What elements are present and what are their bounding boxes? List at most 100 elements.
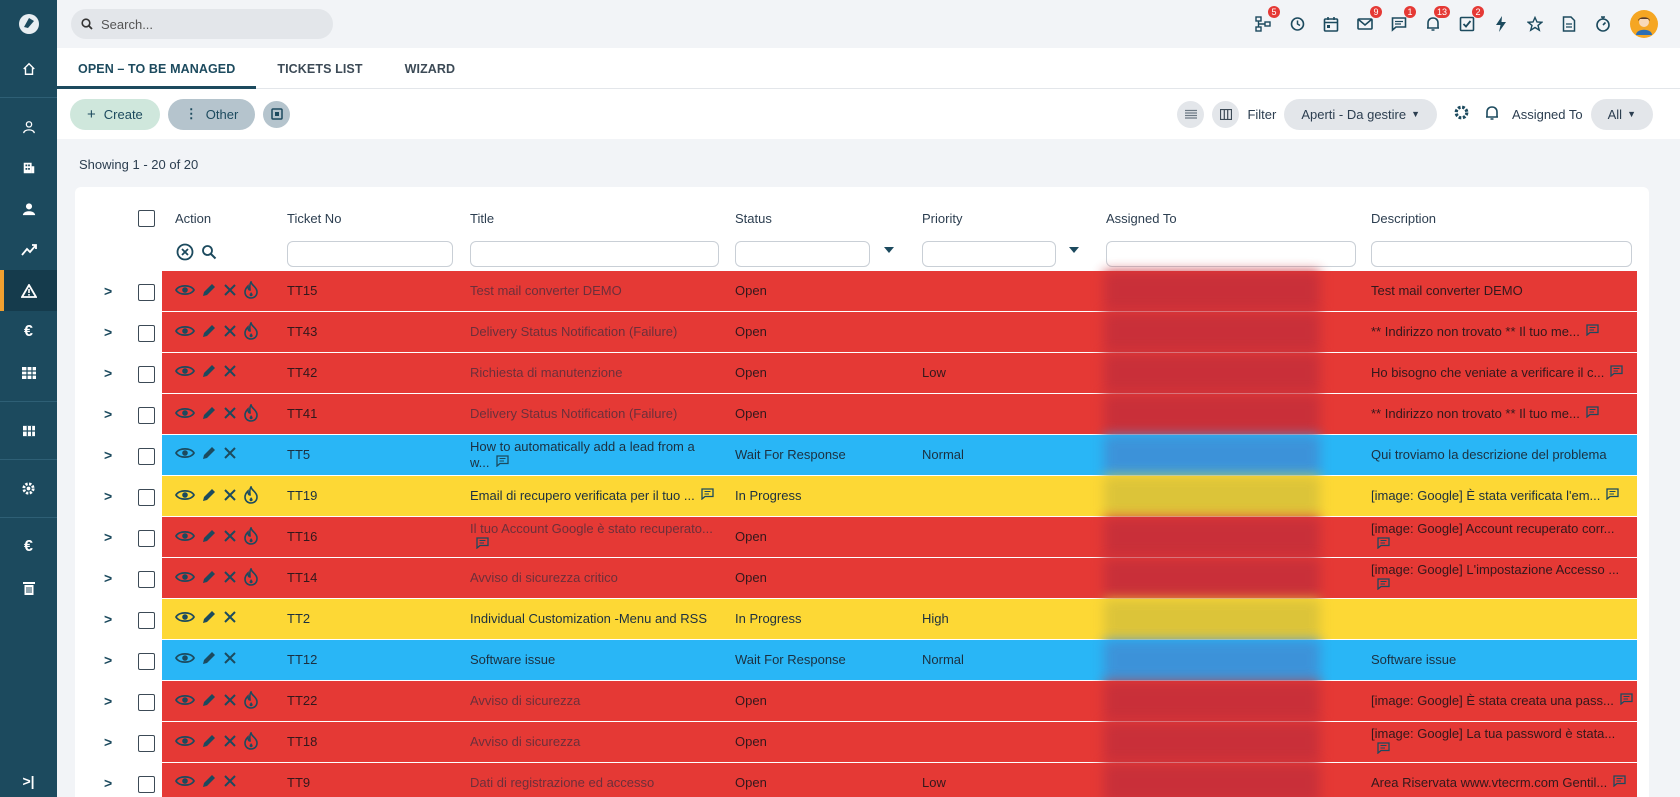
ticket-no-cell[interactable]: TT41 xyxy=(287,394,447,434)
sidebar-expand-button[interactable]: >| xyxy=(0,773,57,789)
calendar-button[interactable] xyxy=(1322,15,1340,33)
table-row[interactable]: > TT2 Individual Customization -Menu and R… xyxy=(75,599,1649,640)
table-row[interactable]: > TT41 Delivery Status Notification (Failu… xyxy=(75,394,1649,435)
column-title[interactable]: Title xyxy=(470,211,495,226)
sidebar-item-potentials[interactable] xyxy=(0,229,57,270)
fire-icon[interactable] xyxy=(243,567,259,591)
search-filter-button[interactable] xyxy=(201,244,217,265)
chevron-right-icon[interactable]: > xyxy=(104,447,113,463)
assigned-to-select[interactable]: All ▼ xyxy=(1590,98,1653,130)
mass-action-button[interactable] xyxy=(263,100,291,128)
sidebar-item-contacts[interactable] xyxy=(0,106,57,147)
ticket-no-cell[interactable]: TT14 xyxy=(287,558,447,598)
sidebar-item-helpdesk[interactable] xyxy=(0,270,57,311)
ticket-no-cell[interactable]: TT2 xyxy=(287,599,447,639)
ticket-no-cell[interactable]: TT15 xyxy=(287,271,447,311)
view-icon[interactable] xyxy=(174,324,196,343)
row-checkbox[interactable] xyxy=(138,448,155,465)
delete-icon[interactable] xyxy=(223,610,237,629)
title-cell[interactable]: Email di recupero verificata per il tuo … xyxy=(470,476,715,516)
delete-icon[interactable] xyxy=(223,734,237,753)
delete-icon[interactable] xyxy=(223,570,237,589)
row-checkbox[interactable] xyxy=(138,735,155,752)
favorites-button[interactable] xyxy=(1526,15,1544,33)
edit-icon[interactable] xyxy=(201,363,217,384)
title-cell[interactable]: Test mail converter DEMO xyxy=(470,271,715,311)
delete-icon[interactable] xyxy=(223,651,237,670)
tasks-button[interactable]: 2 xyxy=(1458,6,1484,33)
kanban-view-button[interactable] xyxy=(1212,100,1240,128)
view-icon[interactable] xyxy=(174,446,196,465)
row-checkbox[interactable] xyxy=(138,694,155,711)
delete-icon[interactable] xyxy=(223,324,237,343)
edit-icon[interactable] xyxy=(201,650,217,671)
settings-button[interactable] xyxy=(1453,104,1470,124)
chevron-right-icon[interactable]: > xyxy=(104,488,113,504)
edit-icon[interactable] xyxy=(201,609,217,630)
chevron-right-icon[interactable]: > xyxy=(104,365,113,381)
chevron-right-icon[interactable]: > xyxy=(104,406,113,422)
table-row[interactable]: > TT19 Email di recupero verificata per il… xyxy=(75,476,1649,517)
app-logo[interactable] xyxy=(0,0,57,48)
ticket-no-cell[interactable]: TT5 xyxy=(287,435,447,475)
delete-icon[interactable] xyxy=(223,446,237,465)
column-status[interactable]: Status xyxy=(735,211,772,226)
ticket-no-filter[interactable] xyxy=(287,241,453,267)
row-checkbox[interactable] xyxy=(138,489,155,506)
delete-icon[interactable] xyxy=(223,364,237,383)
sidebar-item-settings[interactable] xyxy=(0,468,57,509)
create-button[interactable]: + Create xyxy=(70,98,160,130)
view-icon[interactable] xyxy=(174,488,196,507)
row-checkbox[interactable] xyxy=(138,366,155,383)
filter-select[interactable]: Aperti - Da gestire ▼ xyxy=(1284,98,1438,130)
documents-button[interactable] xyxy=(1560,15,1578,33)
fire-icon[interactable] xyxy=(243,526,259,550)
view-icon[interactable] xyxy=(174,364,196,383)
messages-button[interactable]: 1 xyxy=(1390,6,1416,33)
title-cell[interactable]: Delivery Status Notification (Failure) xyxy=(470,394,715,434)
ticket-no-cell[interactable]: TT9 xyxy=(287,763,447,797)
tab-tickets-list[interactable]: TICKETS LIST xyxy=(277,61,363,76)
delete-icon[interactable] xyxy=(223,774,237,793)
view-icon[interactable] xyxy=(174,774,196,793)
tab-wizard[interactable]: WIZARD xyxy=(404,61,456,76)
edit-icon[interactable] xyxy=(201,733,217,754)
column-priority[interactable]: Priority xyxy=(922,211,963,226)
delete-icon[interactable] xyxy=(223,488,237,507)
sidebar-item-reports[interactable] xyxy=(0,352,57,393)
other-button[interactable]: ⋮ Other xyxy=(167,98,256,130)
table-row[interactable]: > TT5 How to automatically add a lead from… xyxy=(75,435,1649,476)
delete-icon[interactable] xyxy=(223,283,237,302)
row-checkbox[interactable] xyxy=(138,612,155,629)
timer-button[interactable] xyxy=(1594,15,1612,33)
priority-filter-caret-icon[interactable] xyxy=(1069,247,1079,253)
view-icon[interactable] xyxy=(174,570,196,589)
table-row[interactable]: > TT42 Richiesta di manutenzione Open Low Ho … xyxy=(75,353,1649,394)
table-row[interactable]: > TT9 Dati di registrazione ed accesso Open… xyxy=(75,763,1649,797)
title-cell[interactable]: Dati di registrazione ed accesso xyxy=(470,763,715,797)
description-filter[interactable] xyxy=(1371,241,1632,267)
table-row[interactable]: > TT14 Avviso di sicurezza critico Open [ima… xyxy=(75,558,1649,599)
history-button[interactable] xyxy=(1288,15,1306,33)
ticket-no-cell[interactable]: TT22 xyxy=(287,681,447,721)
title-cell[interactable]: Avviso di sicurezza xyxy=(470,681,715,721)
delete-icon[interactable] xyxy=(223,529,237,548)
view-icon[interactable] xyxy=(174,610,196,629)
edit-icon[interactable] xyxy=(201,692,217,713)
table-row[interactable]: > TT18 Avviso di sicurezza Open [image: Goog… xyxy=(75,722,1649,763)
ticket-no-cell[interactable]: TT19 xyxy=(287,476,447,516)
delete-icon[interactable] xyxy=(223,406,237,425)
user-avatar[interactable] xyxy=(1630,10,1658,38)
row-checkbox[interactable] xyxy=(138,284,155,301)
fire-icon[interactable] xyxy=(243,690,259,714)
column-description[interactable]: Description xyxy=(1371,211,1437,226)
edit-icon[interactable] xyxy=(201,569,217,590)
view-icon[interactable] xyxy=(174,283,196,302)
edit-icon[interactable] xyxy=(201,528,217,549)
view-icon[interactable] xyxy=(174,406,196,425)
title-cell[interactable]: Avviso di sicurezza critico xyxy=(470,558,715,598)
chevron-right-icon[interactable]: > xyxy=(104,570,113,586)
chevron-right-icon[interactable]: > xyxy=(104,775,113,791)
edit-icon[interactable] xyxy=(201,323,217,344)
column-assigned-to[interactable]: Assigned To xyxy=(1106,211,1177,226)
